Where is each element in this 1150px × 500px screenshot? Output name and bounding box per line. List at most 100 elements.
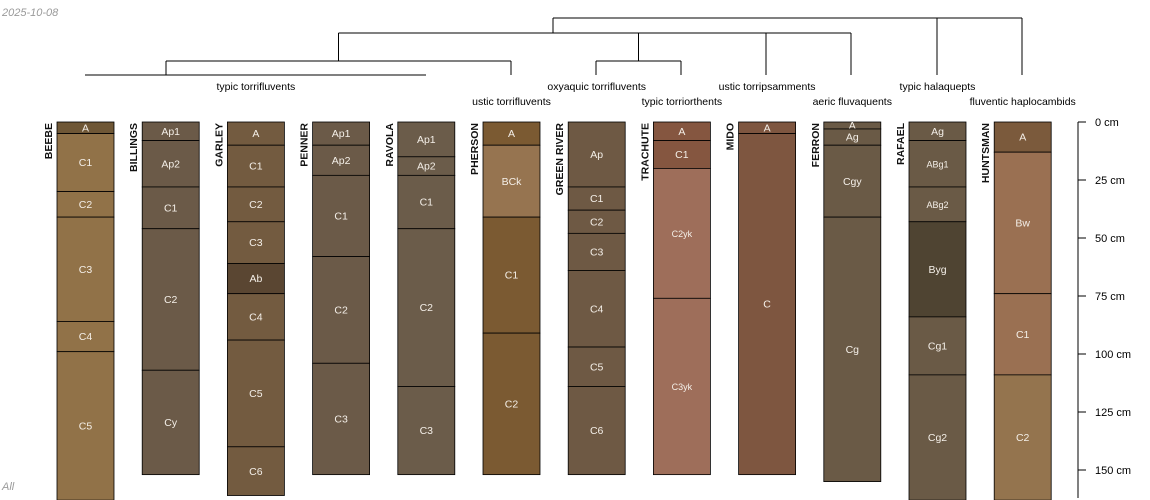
horizon-label: C3 (590, 247, 604, 259)
profile-rafael: RAFAEL Ag ABg1 ABg2 Byg Cg1 Cg2 (895, 121, 967, 500)
profile-label: HUNTSMAN (980, 123, 992, 183)
horizon-label: A (508, 128, 515, 140)
horizon-garley-c4 (226, 293, 285, 341)
horizon-rafael-abg1 (908, 140, 967, 188)
horizon-label: C3 (79, 264, 93, 276)
horizon-label: C2 (420, 302, 434, 314)
profile-label: BEEBE (43, 123, 55, 159)
horizon-label: Cg1 (928, 340, 947, 352)
group-label-aeric-fluvaquents: aeric fluvaquents (813, 96, 892, 108)
horizon-label: A (252, 128, 259, 140)
horizon-label: Ap1 (332, 128, 351, 140)
horizon-label: Ab (249, 273, 262, 285)
horizon-label: C1 (505, 270, 519, 282)
horizon-huntsman-a (993, 121, 1052, 153)
horizon-label: Bw (1015, 218, 1030, 230)
horizon-label: Byg (928, 264, 946, 276)
horizon-label: C1 (164, 202, 178, 214)
horizon-label: Ap1 (161, 126, 180, 138)
horizon-label: C2 (164, 294, 178, 306)
horizon-beebe-c2 (56, 191, 115, 218)
horizon-label: C5 (590, 361, 604, 373)
profiles: BEEBE A C1 C2 C4 C3 C5 BILLINGS Ap1 Ap2 C1 C2 Cy GARL… (43, 120, 1052, 500)
horizon-label: Cg (846, 344, 860, 356)
group-label-fluventic-haplocambids: fluventic haplocambids (970, 96, 1076, 108)
horizon-green-river-c4 (567, 270, 626, 348)
horizon-rafael-abg2 (908, 186, 967, 223)
horizon-mido-c (738, 133, 796, 476)
horizon-label: Ap2 (161, 158, 180, 170)
horizon-label: ABg1 (926, 159, 948, 169)
profile-label: PENNER (299, 123, 311, 167)
horizon-ravola-c3 (397, 386, 456, 476)
horizon-green-river-ap (567, 121, 626, 188)
depth-tick-label: 150 cm (1095, 465, 1131, 477)
horizon-beebe-c3 (56, 216, 115, 322)
profile-label: MIDO (725, 123, 737, 150)
horizon-penner-c3 (312, 362, 371, 476)
horizon-ferron-cg (823, 216, 882, 483)
profile-label: TRACHUTE (639, 123, 651, 181)
profile-label: RAVOLA (384, 123, 396, 167)
depth-tick-label: 50 cm (1095, 233, 1125, 245)
horizon-penner-c2 (312, 256, 371, 364)
horizon-trachute-c1 (653, 140, 711, 169)
profile-penner: PENNER Ap1 Ap2 C1 C2 C3 (299, 121, 371, 476)
horizon-label: C1 (675, 149, 689, 161)
group-label-typic-torriorthents: typic torriorthents (642, 96, 723, 108)
horizon-label: C1 (590, 193, 604, 205)
horizon-label: Cy (164, 417, 178, 429)
group-label-typic-torrifluvents: typic torrifluvents (217, 81, 296, 93)
horizon-label: A (678, 126, 685, 138)
horizon-garley-c5 (226, 339, 285, 448)
date-stamp: 2025-10-08 (2, 7, 59, 19)
group-label-typic-halaquepts: typic halaquepts (900, 81, 976, 93)
horizon-penner-c1 (312, 174, 371, 257)
horizon-label: C2 (249, 199, 263, 211)
group-label-ustic-torrifluvents: ustic torrifluvents (472, 96, 551, 108)
profile-label: FERRON (810, 123, 822, 167)
horizon-garley-c2 (226, 186, 285, 223)
profile-label: GREEN RIVER (554, 123, 566, 196)
depth-tick-label: 0 cm (1095, 117, 1119, 129)
horizon-label: C6 (590, 425, 604, 437)
horizon-label: C3 (249, 237, 263, 249)
profile-beebe: BEEBE A C1 C2 C4 C3 C5 (43, 121, 115, 500)
horizon-label: Ag (931, 126, 944, 138)
horizon-garley-c3 (226, 221, 285, 264)
horizon-label: Cgy (843, 176, 862, 188)
profile-mido: MIDO A C (725, 121, 796, 476)
profile-huntsman: HUNTSMAN A Bw C1 C2 (980, 121, 1052, 500)
group-label-ustic-torripsamments: ustic torripsamments (719, 81, 816, 93)
horizon-green-river-c6 (567, 386, 626, 476)
horizon-label: BCk (502, 176, 523, 188)
horizon-label: C2 (79, 199, 93, 211)
horizon-rafael-cg1 (908, 316, 967, 376)
horizon-trachute-c3yk (653, 297, 711, 476)
horizon-penner-ap2 (312, 144, 371, 176)
horizon-label: C1 (79, 157, 93, 169)
horizon-label: C2 (334, 305, 348, 317)
horizon-label: C1 (249, 161, 263, 173)
horizon-label: A (82, 122, 89, 134)
horizon-label: C3 (420, 425, 434, 437)
horizon-label: C (763, 299, 771, 311)
horizon-billings-cy (141, 369, 200, 476)
profile-label: PHERSON (469, 123, 481, 175)
horizon-ravola-c1 (397, 174, 456, 230)
horizon-garley-c1 (226, 144, 285, 188)
horizon-label: Ap (590, 149, 603, 161)
horizon-label: A (764, 122, 771, 134)
horizon-billings-ap2 (141, 140, 200, 188)
horizon-beebe-c1 (56, 133, 115, 193)
horizon-label: C5 (249, 388, 263, 400)
profile-label: GARLEY (213, 123, 225, 167)
horizon-label: ABg2 (926, 200, 948, 210)
horizon-label: Ap2 (332, 155, 351, 167)
horizon-label: C2 (590, 216, 604, 228)
horizon-label: C3 (334, 414, 348, 426)
horizon-label: C2yk (672, 229, 693, 239)
horizon-billings-c1 (141, 186, 200, 230)
horizon-green-river-c5 (567, 346, 626, 387)
